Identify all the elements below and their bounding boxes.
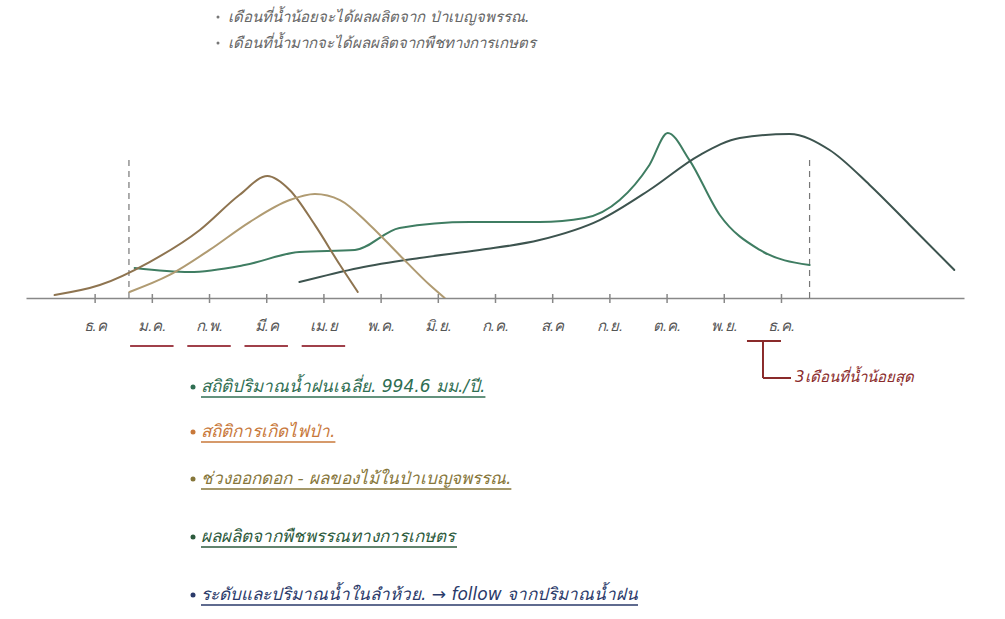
note: เดือนที่น้ำมากจะได้ผลผลิตจากพืชทางการเกษ… — [217, 32, 539, 52]
x-tick: พ.ค. — [367, 294, 395, 334]
bracket-line — [763, 377, 791, 379]
annotation: ช่วงออกดอก - ผลของไม้ในป่าเบญจพรรณ. — [191, 468, 512, 489]
x-axis: ธ.ค ม.ค. ก.พ. มี.ค เม.ย พ.ค. มิ.ย. ก.ค. ส.ค ก.ย. ต… — [27, 294, 965, 334]
month-highlight — [130, 345, 173, 347]
x-tick: มี.ค — [255, 294, 280, 334]
x-tick: ก.ย. — [597, 294, 623, 334]
annotation-underline — [201, 441, 335, 442]
x-tick-mark — [552, 294, 554, 303]
annotation: ระดับและปริมาณน้ำในลำห้วย. → follow จากป… — [191, 581, 639, 605]
x-tick: พ.ย. — [711, 294, 738, 334]
x-tick-mark — [323, 294, 325, 303]
x-tick-label: ก.พ. — [196, 317, 223, 334]
x-tick: ก.พ. — [196, 294, 223, 334]
reference-line — [128, 160, 129, 298]
x-tick-mark — [724, 294, 726, 303]
annotation-bullet — [191, 535, 196, 540]
x-tick-mark — [266, 294, 268, 303]
x-tick-label: ม.ค. — [138, 317, 166, 334]
x-tick-mark — [152, 294, 154, 303]
annotation-bullet — [191, 385, 196, 390]
x-tick-mark — [495, 294, 497, 303]
bracket-line — [762, 341, 764, 378]
annotation: สถิติการเกิดไฟป่า. — [191, 421, 336, 442]
chart: เดือนที่น้ำน้อยจะได้ผลผลิตจาก ป่าเบญจพรร… — [0, 0, 1005, 619]
bracket: 3เดือนที่น้ำน้อยสุด — [747, 341, 915, 386]
annotation-bullet — [191, 593, 196, 598]
x-tick-label: พ.ค. — [367, 317, 395, 334]
annotation-bullet — [191, 430, 196, 435]
x-tick: ม.ค. — [138, 294, 166, 334]
note: เดือนที่น้ำน้อยจะได้ผลผลิตจาก ป่าเบญจพรร… — [217, 6, 530, 26]
x-tick-mark — [781, 294, 783, 303]
series-line — [299, 134, 954, 282]
x-tick: ต.ค. — [653, 294, 681, 334]
month-highlight — [302, 345, 345, 347]
x-tick: ธ.ค. — [768, 294, 795, 334]
x-tick-mark — [209, 294, 211, 303]
annotation-text: สถิติปริมาณน้ำฝนเฉลี่ย. 994.6 มม./ปี. — [201, 373, 485, 396]
x-tick: เม.ย — [310, 294, 339, 334]
x-tick: ก.ค. — [482, 294, 509, 334]
annotation-text: ช่วงออกดอก - ผลของไม้ในป่าเบญจพรรณ. — [201, 468, 511, 488]
note-bullet — [217, 16, 220, 19]
x-tick-mark — [666, 294, 668, 303]
x-tick-label: ส.ค — [541, 317, 565, 334]
x-tick-label: ก.ย. — [597, 317, 623, 334]
x-tick-label: มี.ค — [255, 317, 280, 334]
annotation-underline — [201, 488, 511, 489]
x-tick-mark — [438, 294, 440, 303]
month-highlight — [187, 345, 230, 347]
annotation-text: ระดับและปริมาณน้ำในลำห้วย. → follow จากป… — [201, 581, 638, 604]
month-highlight — [244, 345, 287, 347]
series-line — [130, 194, 445, 298]
plot-area — [55, 133, 955, 298]
x-tick-mark — [94, 294, 96, 303]
annotation-text: สถิติการเกิดไฟป่า. — [201, 421, 335, 441]
x-tick-label: ธ.ค. — [768, 317, 795, 334]
x-tick-mark — [609, 294, 611, 303]
reference-line — [809, 160, 810, 298]
x-tick: มิ.ย. — [425, 294, 452, 334]
annotation-underline — [201, 396, 485, 397]
annotation-bullet — [191, 477, 196, 482]
x-tick-label: เม.ย — [310, 317, 339, 334]
note-text: เดือนที่น้ำน้อยจะได้ผลผลิตจาก ป่าเบญจพรร… — [228, 6, 530, 26]
annotation-text: ผลผลิตจากพืชพรรณทางการเกษตร — [201, 526, 457, 546]
x-tick-mark — [380, 294, 382, 303]
x-tick-label: พ.ย. — [711, 317, 738, 334]
x-tick-label: ธ.ค — [84, 317, 108, 334]
annotation-underline — [201, 604, 638, 605]
annotation-underline — [201, 546, 457, 547]
x-tick: ธ.ค — [84, 294, 108, 334]
note-text: เดือนที่น้ำมากจะได้ผลผลิตจากพืชทางการเกษ… — [228, 32, 538, 52]
x-tick-label: ต.ค. — [653, 317, 681, 334]
annotation: ผลผลิตจากพืชพรรณทางการเกษตร — [191, 526, 458, 547]
bracket-label: 3เดือนที่น้ำน้อยสุด — [795, 366, 915, 386]
note-bullet — [217, 42, 220, 45]
x-tick: ส.ค — [541, 294, 565, 334]
x-tick-label: ก.ค. — [482, 317, 509, 334]
x-tick-label: มิ.ย. — [425, 317, 452, 334]
annotation: สถิติปริมาณน้ำฝนเฉลี่ย. 994.6 มม./ปี. — [191, 373, 486, 397]
